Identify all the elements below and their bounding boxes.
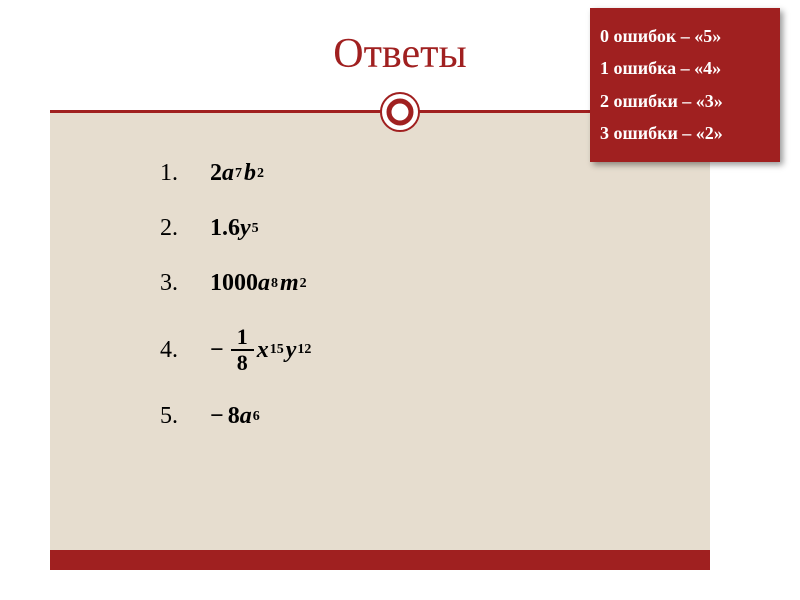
slide: Ответы 0 ошибок – «5» 1 ошибка – «4» 2 о… xyxy=(0,0,800,600)
fraction: 18 xyxy=(231,325,254,375)
answer-row: 4.−18x15y12 xyxy=(160,325,313,375)
answer-number: 4. xyxy=(160,337,210,364)
exponent: 7 xyxy=(235,166,242,182)
coefficient: 1.6 xyxy=(210,215,240,242)
answers-list: 1.2a7b22.1.6y53.1000a8m24.−18x15y125.−8a… xyxy=(160,160,313,458)
minus-sign: − xyxy=(210,403,224,430)
minus-sign: − xyxy=(210,337,224,364)
variable: y xyxy=(240,215,251,242)
answer-expression: 1000a8m2 xyxy=(210,270,309,297)
exponent: 2 xyxy=(257,166,264,182)
grading-line: 0 ошибок – «5» xyxy=(600,20,770,52)
answer-expression: −8a6 xyxy=(210,403,262,430)
exponent: 2 xyxy=(300,276,307,292)
exponent: 5 xyxy=(252,221,259,237)
answer-row: 5.−8a6 xyxy=(160,403,313,430)
answer-number: 5. xyxy=(160,403,210,430)
bottom-bar xyxy=(50,550,710,570)
variable: x xyxy=(257,337,269,364)
answer-expression: 1.6y5 xyxy=(210,215,261,242)
variable: a xyxy=(240,403,252,430)
exponent: 12 xyxy=(297,342,311,358)
variable: b xyxy=(244,160,256,187)
coefficient: 8 xyxy=(228,403,240,430)
exponent: 8 xyxy=(271,276,278,292)
fraction-numerator: 1 xyxy=(231,325,254,351)
answer-expression: −18x15y12 xyxy=(210,325,313,375)
grading-line: 3 ошибки – «2» xyxy=(600,117,770,149)
content-background xyxy=(50,110,710,550)
ornament-icon xyxy=(380,92,420,132)
exponent: 15 xyxy=(270,342,284,358)
answer-row: 3.1000a8m2 xyxy=(160,270,313,297)
coefficient: 2 xyxy=(210,160,222,187)
answer-number: 3. xyxy=(160,270,210,297)
variable: a xyxy=(258,270,270,297)
answer-number: 1. xyxy=(160,160,210,187)
grading-box: 0 ошибок – «5» 1 ошибка – «4» 2 ошибки –… xyxy=(590,8,780,162)
grading-line: 2 ошибки – «3» xyxy=(600,85,770,117)
answer-number: 2. xyxy=(160,215,210,242)
answer-row: 1.2a7b2 xyxy=(160,160,313,187)
coefficient: 1000 xyxy=(210,270,258,297)
grading-line: 1 ошибка – «4» xyxy=(600,52,770,84)
answer-expression: 2a7b2 xyxy=(210,160,266,187)
exponent: 6 xyxy=(253,409,260,425)
fraction-denominator: 8 xyxy=(231,351,254,375)
variable: a xyxy=(222,160,234,187)
variable: m xyxy=(280,270,299,297)
variable: y xyxy=(286,337,297,364)
answer-row: 2.1.6y5 xyxy=(160,215,313,242)
